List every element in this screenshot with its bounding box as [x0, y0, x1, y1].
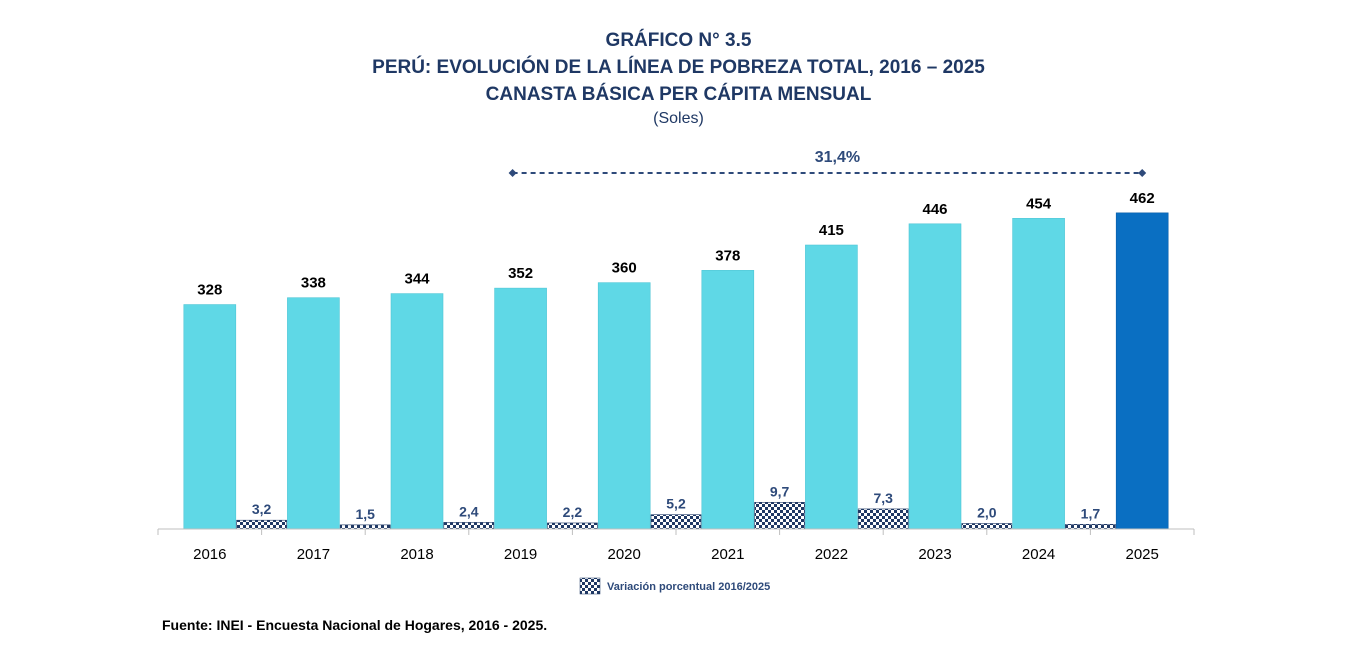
tick-label-2016: 2016	[193, 546, 226, 563]
bar-2024	[1012, 218, 1065, 530]
variation-bar-2018	[339, 524, 391, 530]
tick-label-2024: 2024	[1022, 546, 1055, 563]
bar-label-2021: 378	[715, 247, 740, 264]
variation-bar-2025	[1065, 524, 1116, 530]
variation-bar-2017	[236, 519, 287, 530]
variation-bar-2022	[754, 502, 805, 530]
x-axis-ticks: 2016 2017 2018 2019 2020 2021 2022 2023 2024 2025	[157, 529, 1195, 563]
tick-label-2023: 2023	[918, 546, 951, 563]
variation-label-2020: 2,2	[563, 504, 583, 520]
variation-label-2025: 1,7	[1081, 505, 1101, 521]
chart-title: PERÚ: EVOLUCIÓN DE LA LÍNEA DE POBREZA T…	[372, 57, 985, 78]
variation-bar-2019	[443, 522, 495, 530]
tick-label-2022: 2022	[815, 546, 848, 563]
growth-annotation: 31,4%	[508, 149, 1147, 177]
bar-2019	[494, 287, 547, 530]
variation-label-2022: 9,7	[770, 483, 790, 499]
chart-title-block: GRÁFICO N° 3.5 PERÚ: EVOLUCIÓN DE LA LÍN…	[0, 27, 1357, 130]
bar-label-2023: 446	[922, 201, 947, 218]
variation-label-2021: 5,2	[666, 496, 686, 512]
bar-label-2017: 338	[301, 275, 326, 292]
bar-2020	[597, 282, 651, 530]
bar-2016	[183, 304, 237, 530]
bar-label-2022: 415	[819, 222, 844, 239]
variation-label-2023: 7,3	[873, 490, 893, 506]
bar-2018	[390, 293, 444, 530]
tick-label-2019: 2019	[504, 546, 537, 563]
chart-subtitle: CANASTA BÁSICA PER CÁPITA MENSUAL	[485, 84, 872, 105]
variation-bar-2021	[650, 514, 702, 530]
bar-2025	[1115, 212, 1169, 530]
bar-label-2024: 454	[1026, 195, 1052, 212]
annotation-label: 31,4%	[815, 149, 860, 166]
chart-number: GRÁFICO N° 3.5	[605, 30, 752, 51]
legend-label: Variación porcentual 2016/2025	[607, 581, 770, 593]
tick-label-2025: 2025	[1126, 546, 1159, 563]
variation-label-2024: 2,0	[977, 505, 997, 521]
variation-bar-2024	[961, 523, 1013, 530]
bar-2023	[908, 223, 962, 530]
tick-label-2021: 2021	[711, 546, 744, 563]
bar-label-2018: 344	[404, 271, 430, 288]
bar-2017	[287, 297, 340, 530]
source-note: Fuente: INEI - Encuesta Nacional de Hoga…	[162, 617, 548, 633]
tick-label-2017: 2017	[297, 546, 330, 563]
legend-swatch	[579, 577, 601, 595]
tick-label-2018: 2018	[400, 546, 433, 563]
variation-label-2017: 3,2	[252, 501, 272, 517]
annotation-start-marker	[508, 169, 517, 177]
variation-bar-2023	[857, 508, 909, 530]
bar-label-2019: 352	[508, 265, 533, 282]
bar-label-2025: 462	[1130, 190, 1155, 207]
legend: Variación porcentual 2016/2025	[579, 577, 770, 595]
variation-label-2018: 1,5	[355, 506, 375, 522]
tick-label-2020: 2020	[608, 546, 641, 563]
chart-unit: (Soles)	[653, 110, 704, 127]
bar-2021	[701, 270, 755, 530]
bar-2022	[805, 244, 858, 530]
bar-label-2016: 328	[197, 282, 222, 299]
bar-label-2020: 360	[612, 260, 637, 277]
variation-bar-2020	[547, 522, 598, 530]
variation-label-2019: 2,4	[459, 503, 479, 519]
annotation-end-marker	[1138, 169, 1147, 177]
bars-group: 328 338 344 352 360 378 415 446 454 462 3,2 1,5 2,4 2…	[183, 190, 1169, 530]
